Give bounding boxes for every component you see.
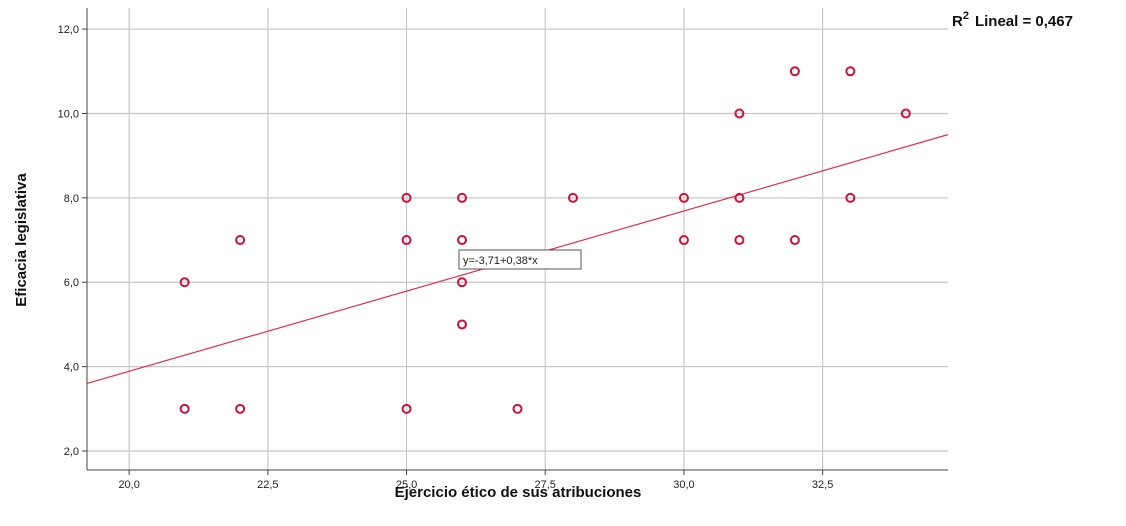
x-tick-label: 30,0 xyxy=(673,479,694,491)
data-point xyxy=(235,403,246,414)
data-point xyxy=(512,403,523,414)
y-tick-label: 2,0 xyxy=(64,446,79,458)
x-tick-label: 22,5 xyxy=(257,479,278,491)
grid-lines xyxy=(87,8,948,470)
y-tick-label: 8,0 xyxy=(64,193,79,205)
data-points xyxy=(179,66,911,414)
data-point xyxy=(789,235,800,246)
data-point xyxy=(457,192,468,203)
data-point xyxy=(457,277,468,288)
x-tick-label: 25,0 xyxy=(396,479,417,491)
y-tick-label: 6,0 xyxy=(64,277,79,289)
y-tick-label: 10,0 xyxy=(58,108,79,120)
data-point xyxy=(401,192,412,203)
r-squared-label: R2 Lineal = 0,467 xyxy=(952,10,1073,30)
data-point xyxy=(567,192,578,203)
r-squared-value: Lineal = 0,467 xyxy=(975,13,1073,30)
x-tick-label: 20,0 xyxy=(118,479,139,491)
data-point xyxy=(678,235,689,246)
data-point xyxy=(900,108,911,119)
data-point xyxy=(401,403,412,414)
y-tick-label: 4,0 xyxy=(64,362,79,374)
axes xyxy=(82,8,948,475)
data-point xyxy=(457,319,468,330)
y-tick-label: 12,0 xyxy=(58,24,79,36)
y-axis-title: Eficacia legislativa xyxy=(13,173,30,307)
data-point xyxy=(179,277,190,288)
data-point xyxy=(457,235,468,246)
data-point xyxy=(179,403,190,414)
fit-equation-label: y=-3,71+0,38*x xyxy=(463,255,538,267)
r-squared-symbol: R xyxy=(952,13,963,30)
tick-labels: 20,0 22,5 25,0 27,5 30,0 32,5 2,0 4,0 6,0 8,0 10,0… xyxy=(58,24,834,491)
data-point xyxy=(734,108,745,119)
data-point xyxy=(401,235,412,246)
data-point xyxy=(235,235,246,246)
r-squared-superscript: 2 xyxy=(963,10,969,22)
data-point xyxy=(678,192,689,203)
fit-equation-box: y=-3,71+0,38*x xyxy=(458,249,582,270)
x-axis-title: Ejercicio ético de sus atribuciones xyxy=(395,484,642,501)
data-point xyxy=(734,235,745,246)
x-tick-label: 27,5 xyxy=(535,479,556,491)
data-point xyxy=(734,192,745,203)
x-tick-label: 32,5 xyxy=(812,479,833,491)
data-point xyxy=(845,66,856,77)
data-point xyxy=(789,66,800,77)
data-point xyxy=(845,192,856,203)
